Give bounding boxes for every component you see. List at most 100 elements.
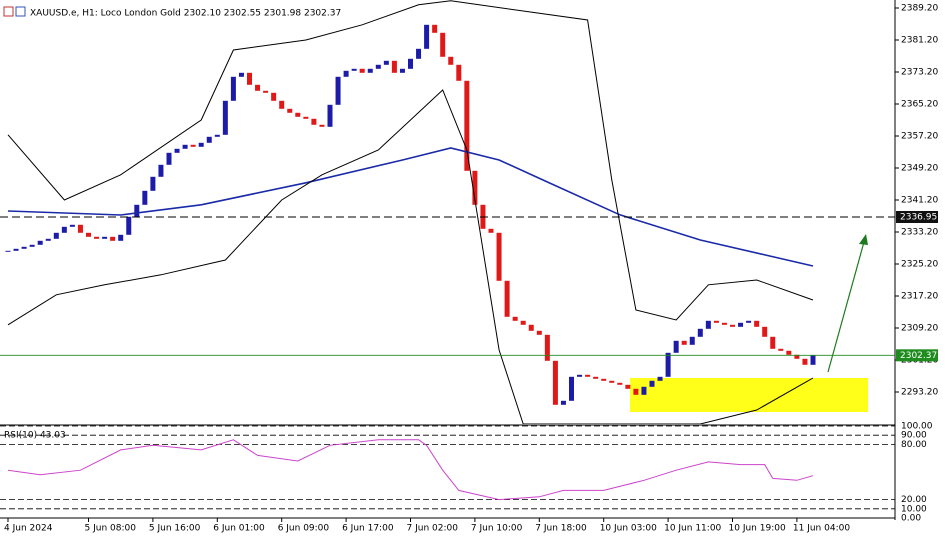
candle-body [166,152,172,165]
candle-body [544,334,550,361]
x-tick-label: 10 Jun 03:00 [600,524,657,534]
candle-body [343,70,349,77]
candle-body [609,380,615,383]
candle-body [440,32,446,57]
candle-body [730,324,735,327]
forecast-arrow [827,241,865,373]
candle-body [689,336,695,345]
arrow-head [859,234,868,245]
y-tick-label: 2333.20 [901,228,938,238]
x-tick-label: 7 Jun 02:00 [407,524,459,534]
candle-body [593,376,599,379]
chart-title: XAUUSD.e, H1: Loco London Gold 2302.10 2… [30,9,341,19]
rsi-label: RSI(10) 43.03 [4,431,66,441]
candle-body [279,100,285,109]
y-tick-label: 2317.20 [901,292,938,302]
candle-body [794,354,800,359]
x-tick-label: 7 Jun 18:00 [535,524,587,534]
candle-body [255,84,261,91]
candle-body [552,360,558,405]
candle-body [126,216,132,235]
rsi-tick-label: 90.00 [901,431,927,441]
x-tick-label: 11 Jun 04:00 [793,524,850,534]
candle-body [214,134,220,137]
x-tick-label: 4 Jun 2024 [4,524,53,534]
candle-body [569,376,574,401]
price-level-box [896,211,938,223]
icon [3,6,14,17]
rsi-tick-label: 100.00 [901,422,933,432]
candle-body [601,378,607,381]
price-level-label: 2336.95 [900,213,937,223]
y-tick-label: 2381.20 [901,36,938,46]
rsi-line [7,439,814,501]
candle-body [311,118,317,125]
x-tick-label: 6 Jun 01:00 [213,524,265,534]
candle-body [359,68,365,73]
candle-body [142,190,148,205]
x-tick-label: 10 Jun 11:00 [664,524,721,534]
candle-body [383,60,389,65]
rsi-tick-label: 10.00 [901,504,927,514]
target-zone [630,378,868,412]
candle-body [134,204,140,217]
y-tick-label: 2373.20 [901,68,938,78]
candle-body [424,24,430,49]
candle-body [230,76,236,101]
candle-body [375,64,381,69]
candle-body [391,60,397,73]
candle-body [327,104,333,127]
candle-body [37,240,43,245]
candle-body [61,226,67,233]
candle-body [633,388,639,395]
candle-body [754,320,760,327]
candle-body [536,330,542,335]
candle-body [673,340,679,353]
candle-body [13,248,19,251]
x-tick-label: 5 Jun 08:00 [85,524,137,534]
candle-body [416,48,422,59]
band [7,89,814,424]
candle-body [399,68,405,73]
candle-body [102,236,108,239]
rsi-tick-label: 0.00 [901,514,921,524]
candle-body [512,316,518,321]
candle-body [222,100,228,135]
x-tick-label: 6 Jun 17:00 [342,524,394,534]
candle-body [697,328,703,337]
y-tick-label: 2309.20 [901,324,938,334]
candle-body [625,384,631,389]
candle-body [21,246,27,249]
candle-body [496,232,502,281]
candle-body [721,322,727,325]
candle-body [432,24,438,33]
y-tick-label: 2341.20 [901,196,938,206]
x-tick-label: 5 Jun 16:00 [149,524,201,534]
y-tick-label: 2325.20 [901,260,938,270]
candle-body [520,320,526,325]
candle-body [786,350,792,355]
x-tick-label: 10 Jun 19:00 [729,524,786,534]
candle-body [778,348,784,351]
candle-body [681,340,687,345]
candle-body [367,68,373,73]
candle-body [762,326,768,337]
candle-body [110,236,116,241]
rsi-tick-label: 20.00 [901,495,927,505]
y-tick-label: 2389.20 [901,4,938,14]
candle-body [770,336,776,349]
candle-body [408,58,413,69]
candle-body [746,320,752,323]
candle-body [456,64,462,81]
candle-body [77,224,83,233]
candle-body [649,380,655,387]
candle-body [335,76,341,105]
candle-body [303,116,309,119]
candle-body [738,322,744,327]
candle-body [174,148,180,153]
candle-body [190,144,196,147]
candle-body [53,232,59,239]
candle-body [617,382,623,385]
